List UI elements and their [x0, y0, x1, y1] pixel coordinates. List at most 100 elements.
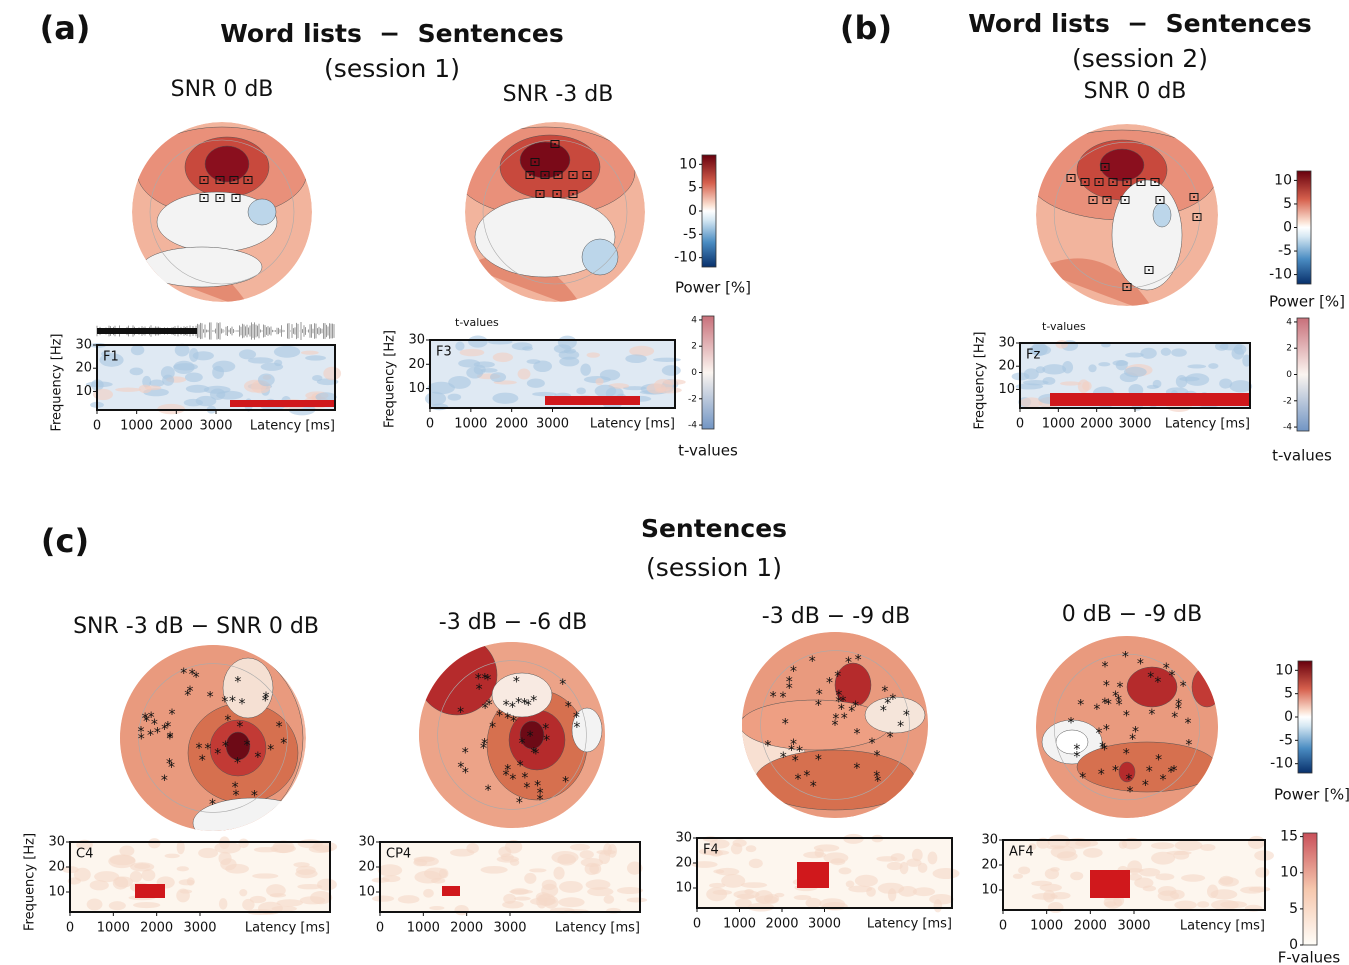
y-tick-label: 20: [408, 357, 425, 372]
electrode: [229, 176, 239, 184]
y-tick-label: 20: [675, 856, 692, 871]
colorbar-tick-label: 5: [688, 180, 697, 196]
spectro-texture: [1219, 875, 1234, 885]
topomap: [465, 122, 645, 302]
electrode-dot: [534, 161, 536, 163]
electrode-star: *: [1115, 693, 1122, 709]
channel-label: AF4: [1009, 845, 1034, 860]
colorbar-tick-label: -10: [1269, 267, 1292, 283]
spectro-texture: [691, 861, 718, 868]
electrode-star: *: [143, 714, 150, 730]
spectro-texture: [1082, 381, 1092, 391]
topo-region: [204, 145, 250, 183]
electrode-star: *: [484, 672, 491, 688]
x-tick-label: 1000: [120, 419, 153, 434]
spectro-texture: [510, 888, 529, 895]
electrode: [1120, 196, 1130, 204]
y-axis-label: Frequency [Hz]: [973, 331, 988, 429]
electrode-star: *: [1103, 678, 1110, 694]
spectro-texture: [553, 866, 565, 880]
electrode-star: *: [1132, 724, 1139, 740]
x-tick-label: 3000: [199, 419, 232, 434]
significant-cluster: [230, 400, 335, 407]
spectro-texture: [1151, 851, 1176, 865]
spectro-texture: [1208, 363, 1219, 369]
electrode-star: *: [193, 670, 200, 686]
electrode-star: *: [537, 786, 544, 802]
electrode-star: *: [254, 750, 261, 766]
spectro-texture: [626, 897, 648, 903]
electrode-star: *: [559, 677, 566, 693]
topomap: ****************************************…: [120, 645, 306, 831]
spectro-texture: [1134, 877, 1154, 889]
electrode-star: *: [565, 699, 572, 715]
electrode-star: *: [838, 702, 845, 718]
spectro-texture: [734, 898, 752, 908]
colorbar-tick-label: 0: [1286, 370, 1292, 380]
electrode-star: *: [276, 720, 283, 736]
spectrogram: [62, 836, 338, 915]
x-tick-label: 0: [1016, 417, 1024, 432]
spectro-texture: [1157, 890, 1180, 902]
spectro-texture: [541, 883, 559, 898]
spectro-texture: [397, 895, 420, 904]
electrode-star: *: [489, 720, 496, 736]
electrode: [530, 158, 540, 166]
electrode-star: *: [537, 793, 544, 809]
spectro-texture: [1139, 867, 1161, 877]
electrode-dot: [1098, 181, 1100, 183]
spectro-texture: [249, 895, 267, 904]
electrode-star: *: [187, 684, 194, 700]
electrode-star: *: [482, 701, 489, 717]
electrode-star: *: [1185, 716, 1192, 732]
electrode-dot: [1124, 199, 1126, 201]
y-tick-label: 30: [675, 831, 692, 846]
spectro-texture: [579, 850, 594, 859]
topo-region: [247, 198, 277, 226]
electrode-star: *: [221, 695, 228, 711]
spectro-texture: [1150, 842, 1175, 850]
electrode-dot: [219, 179, 221, 181]
x-tick-label: 1000: [1042, 417, 1075, 432]
spectro-texture: [585, 879, 611, 890]
spectro-texture: [626, 861, 643, 875]
spectro-texture: [423, 888, 434, 898]
spectro-texture: [1070, 871, 1084, 881]
colorbar: [701, 154, 717, 268]
x-tick-label: 0: [376, 921, 384, 936]
electrode-star: *: [887, 730, 894, 746]
electrode-dot: [557, 174, 559, 176]
electrode-star: *: [1079, 771, 1086, 787]
electrode-star: *: [502, 768, 509, 784]
electrode-star: *: [832, 711, 839, 727]
spectro-texture: [129, 367, 144, 376]
spectro-texture: [917, 862, 928, 873]
y-tick-label: 10: [408, 381, 425, 396]
electrode-star: *: [1101, 696, 1108, 712]
spectro-texture: [622, 386, 647, 391]
colorbar-tick-label: 10: [1274, 172, 1292, 188]
electrode-star: *: [515, 695, 522, 711]
electrode-star: *: [161, 773, 168, 789]
electrode-star: *: [1125, 772, 1132, 788]
electrode-star: *: [503, 698, 510, 714]
head-outline: [1053, 653, 1201, 801]
spectro-texture: [558, 897, 585, 908]
spectro-texture: [1210, 889, 1238, 900]
electrode: [553, 171, 563, 179]
channel-label: F3: [436, 345, 452, 360]
electrode-star: *: [168, 760, 175, 776]
topo-region: [474, 196, 616, 278]
x-tick-label: 2000: [1080, 417, 1113, 432]
electrode-star: *: [519, 736, 526, 752]
y-tick-label: 20: [48, 860, 65, 875]
x-tick-label: 1000: [723, 917, 756, 932]
spectro-texture: [425, 391, 447, 406]
spectro-texture: [1083, 848, 1103, 858]
electrode-star: *: [166, 732, 173, 748]
spectro-texture: [176, 840, 185, 855]
spectro-texture: [492, 352, 514, 363]
electrode-star: *: [868, 736, 875, 752]
electrode-star: *: [790, 664, 797, 680]
spectro-texture: [310, 890, 333, 905]
